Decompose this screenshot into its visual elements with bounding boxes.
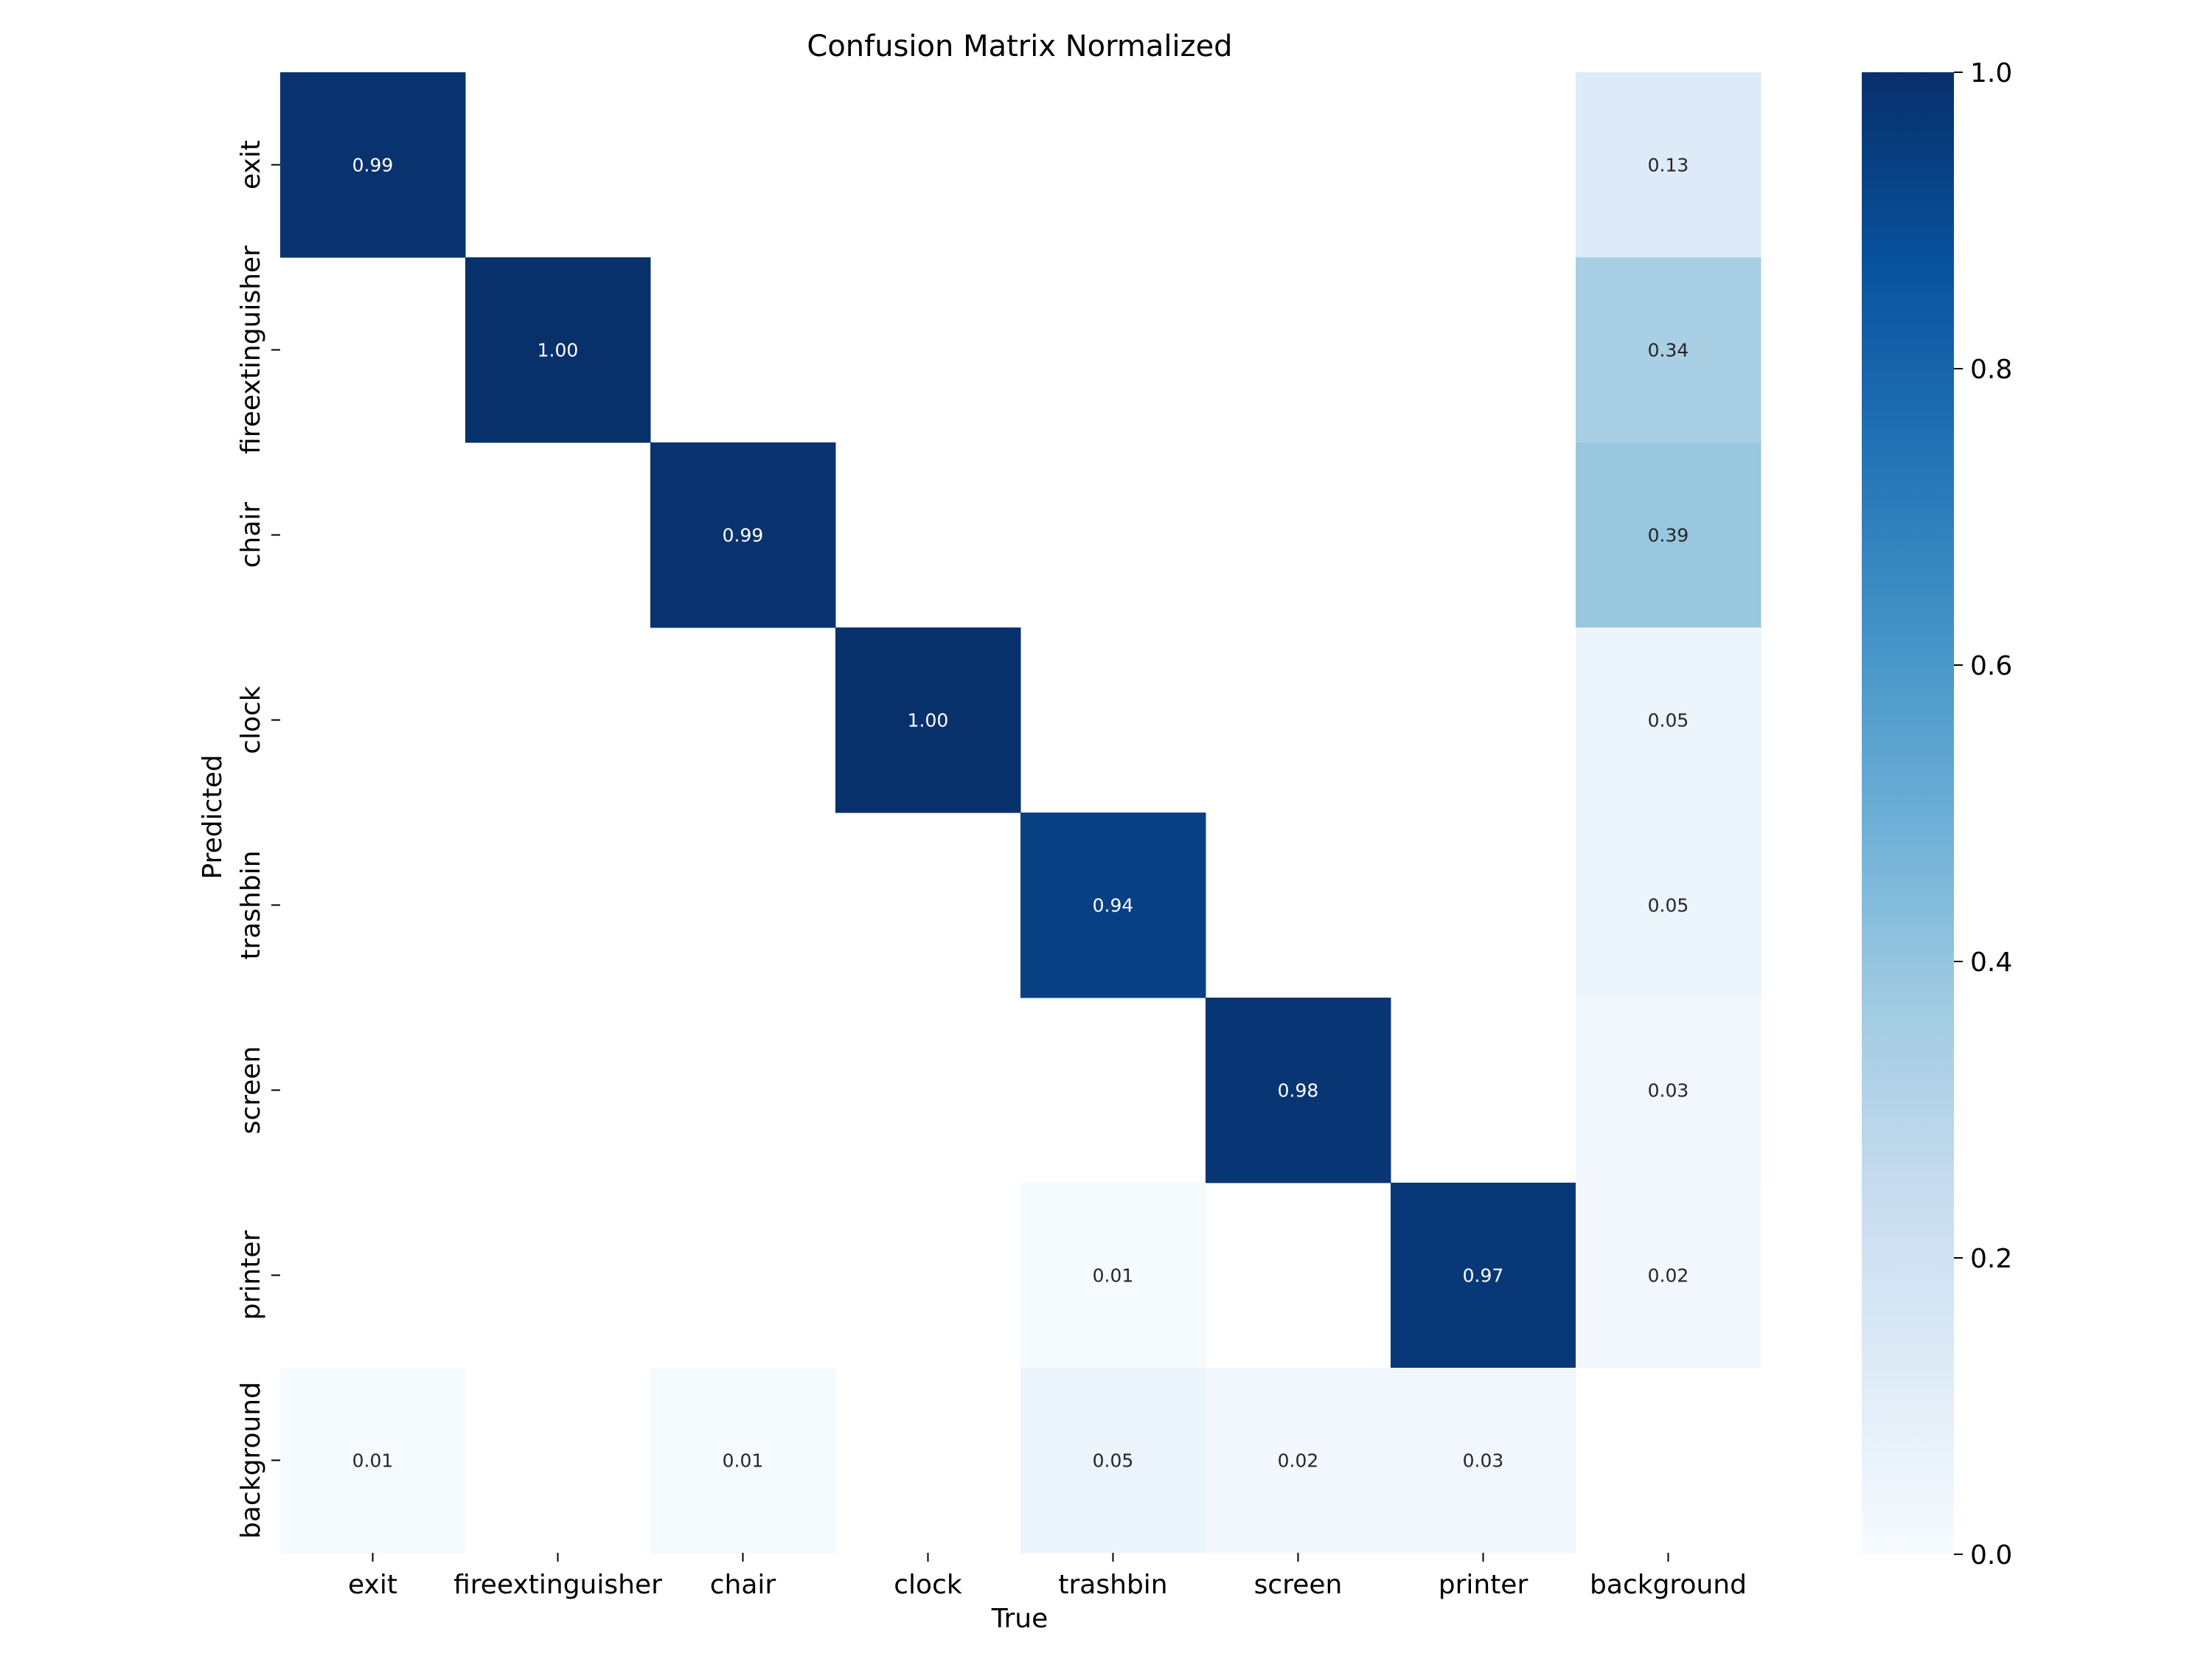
heatmap-cell — [465, 257, 651, 443]
heatmap-cell — [1206, 998, 1391, 1183]
heatmap-cells — [280, 72, 1761, 1554]
colorbar-tick-label: 0.0 — [1970, 1540, 2012, 1571]
x-axis: exit fireextinguisher chair clock trashbin sc… — [348, 1553, 1747, 1600]
heatmap-cell — [1576, 1183, 1761, 1368]
heatmap-cell — [1020, 813, 1206, 998]
x-tick-label: clock — [894, 1570, 962, 1600]
cell-value-label: 0.01 — [1093, 1265, 1134, 1287]
heatmap-cell — [1391, 1183, 1576, 1368]
cell-value-label: 0.05 — [1093, 1450, 1134, 1472]
cell-value-label: 0.94 — [1093, 895, 1134, 917]
y-tick-label: chair — [236, 502, 266, 568]
heatmap-cell — [1391, 1368, 1576, 1554]
cell-value-label: 0.03 — [1648, 1080, 1689, 1102]
x-tick-label: fireextinguisher — [453, 1570, 662, 1600]
x-tick-label: background — [1590, 1570, 1747, 1600]
y-axis-label: Predicted — [198, 755, 228, 880]
colorbar-tick-label: 0.8 — [1970, 355, 2012, 385]
heatmap-cell — [280, 1368, 466, 1554]
x-tick-label: chair — [710, 1570, 776, 1600]
y-tick-label: fireextinguisher — [236, 246, 266, 454]
y-tick-label: trashbin — [236, 850, 266, 959]
heatmap-cell — [1020, 1183, 1206, 1368]
x-tick-label: printer — [1439, 1570, 1528, 1600]
heatmap-cell — [650, 1368, 836, 1554]
colorbar-tick-label: 0.4 — [1970, 947, 2012, 978]
chart-title: Confusion Matrix Normalized — [807, 29, 1232, 63]
heatmap-cell — [1576, 442, 1761, 628]
heatmap-cell — [1576, 627, 1761, 813]
y-tick-label: clock — [236, 686, 266, 754]
y-tick-label: background — [236, 1382, 266, 1539]
heatmap-cell — [1576, 998, 1761, 1183]
cell-value-label: 1.00 — [538, 340, 579, 361]
colorbar-gradient — [1862, 72, 1954, 1554]
y-tick-label: screen — [236, 1046, 266, 1135]
cell-value-label: 0.02 — [1278, 1450, 1319, 1472]
heatmap-cell — [1020, 1368, 1206, 1554]
heatmap-cell — [835, 627, 1021, 813]
heatmap-cell — [1206, 1368, 1391, 1554]
y-tick-label: exit — [236, 140, 266, 189]
y-axis: exit fireextinguisher chair clock trashbin sc… — [236, 140, 280, 1539]
heatmap-cell — [1576, 72, 1761, 258]
heatmap-cell — [280, 72, 466, 258]
y-tick-label: printer — [236, 1231, 266, 1321]
colorbar-tick-label: 1.0 — [1970, 58, 2012, 88]
cell-value-label: 0.39 — [1648, 525, 1689, 546]
cell-value-label: 0.05 — [1648, 710, 1689, 731]
x-axis-label: True — [991, 1604, 1048, 1634]
cell-value-label: 0.99 — [352, 155, 394, 176]
cell-value-label: 0.01 — [723, 1450, 764, 1472]
cell-value-label: 0.01 — [352, 1450, 394, 1472]
heatmap-cell — [1576, 813, 1761, 998]
cell-value-label: 0.98 — [1278, 1080, 1319, 1102]
cell-value-label: 0.34 — [1648, 340, 1689, 361]
cell-value-label: 1.00 — [908, 710, 949, 731]
colorbar-ticks: 0.0 0.2 0.4 0.6 0.8 1.0 — [1954, 58, 2012, 1571]
heatmap-cell-labels: 0.99 0.13 1.00 0.34 0.99 0.39 1.00 0.05 0.94 0.05… — [352, 155, 1689, 1472]
x-tick-label: trashbin — [1058, 1570, 1167, 1600]
colorbar-tick-label: 0.6 — [1970, 651, 2012, 681]
cell-value-label: 0.99 — [723, 525, 764, 546]
cell-value-label: 0.05 — [1648, 895, 1689, 917]
colorbar — [1862, 72, 1954, 1554]
heatmap-cell — [650, 442, 836, 628]
cell-value-label: 0.97 — [1463, 1265, 1504, 1287]
x-tick-label: screen — [1254, 1570, 1343, 1600]
cell-value-label: 0.03 — [1463, 1450, 1504, 1472]
colorbar-tick-label: 0.2 — [1970, 1244, 2012, 1274]
cell-value-label: 0.13 — [1648, 155, 1689, 176]
cell-value-label: 0.02 — [1648, 1265, 1689, 1287]
heatmap-cell — [1576, 257, 1761, 443]
x-tick-label: exit — [348, 1570, 397, 1600]
